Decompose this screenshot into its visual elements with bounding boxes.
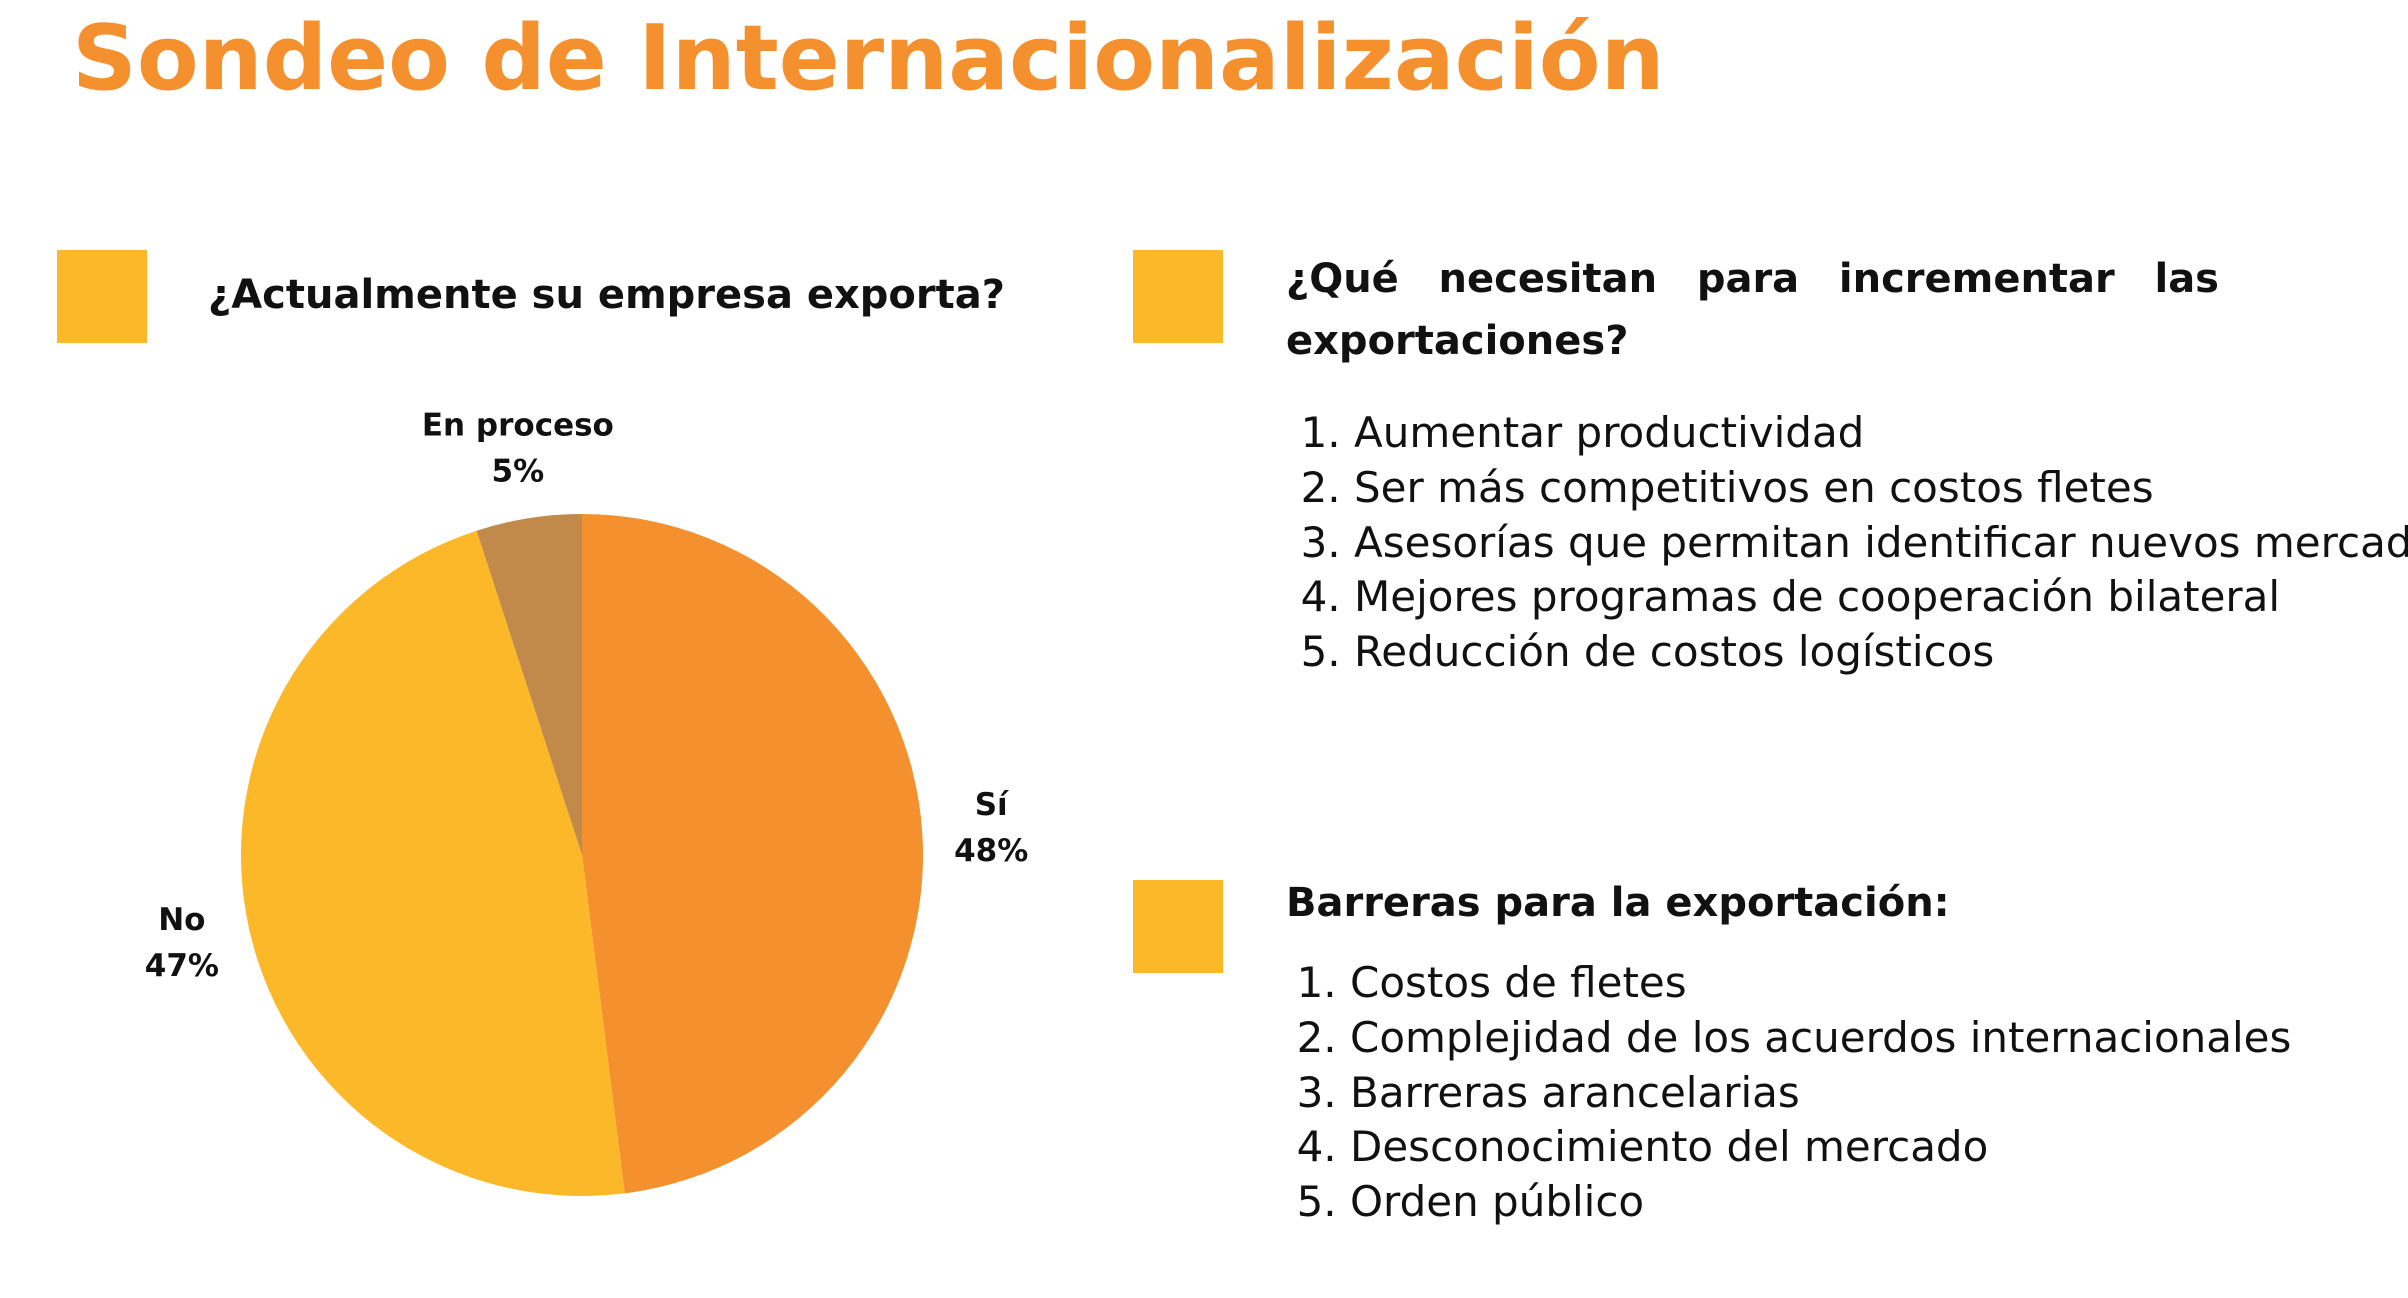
pie-slice bbox=[582, 514, 924, 1194]
section-heading: ¿Qué necesitan para incrementar las expo… bbox=[1286, 256, 2219, 364]
list-item: Orden público bbox=[1350, 1175, 2291, 1230]
list-item: Reducción de costos logísticos bbox=[1354, 625, 2408, 680]
list: Costos de fletesComplejidad de los acuer… bbox=[1286, 956, 2291, 1230]
list-item: Ser más competitivos en costos fletes bbox=[1354, 461, 2408, 516]
slice-label: No bbox=[158, 902, 205, 938]
value-label: 47% bbox=[145, 948, 219, 984]
bullet-square bbox=[1133, 880, 1223, 973]
list: Aumentar productividadSer más competitiv… bbox=[1290, 406, 2408, 680]
section-heading: Barreras para la exportación: bbox=[1286, 880, 1950, 926]
chart: Sí 48% No 47% En proceso 5% bbox=[145, 408, 1028, 1197]
pie-slice bbox=[240, 530, 625, 1197]
pie-slice bbox=[476, 514, 582, 855]
list-item: Barreras arancelarias bbox=[1350, 1066, 2291, 1121]
list-item: Asesorías que permitan identificar nuevo… bbox=[1354, 516, 2408, 571]
list-item: Costos de fletes bbox=[1350, 956, 2291, 1011]
list-item: Mejores programas de cooperación bilater… bbox=[1354, 570, 2408, 625]
slice-label: Sí bbox=[975, 787, 1009, 823]
slide-title: Sondeo de Internacionalización bbox=[72, 6, 1665, 111]
value-label: 48% bbox=[954, 833, 1028, 869]
value-label: 5% bbox=[492, 454, 545, 490]
bullet-square bbox=[57, 250, 147, 343]
bullet-square bbox=[1133, 250, 1223, 343]
list-item: Aumentar productividad bbox=[1354, 406, 2408, 461]
list-item: Complejidad de los acuerdos internaciona… bbox=[1350, 1011, 2291, 1066]
list-item: Desconocimiento del mercado bbox=[1350, 1120, 2291, 1175]
chart-title: ¿Actualmente su empresa exporta? bbox=[208, 272, 1005, 318]
slice-label: En proceso bbox=[422, 408, 614, 444]
